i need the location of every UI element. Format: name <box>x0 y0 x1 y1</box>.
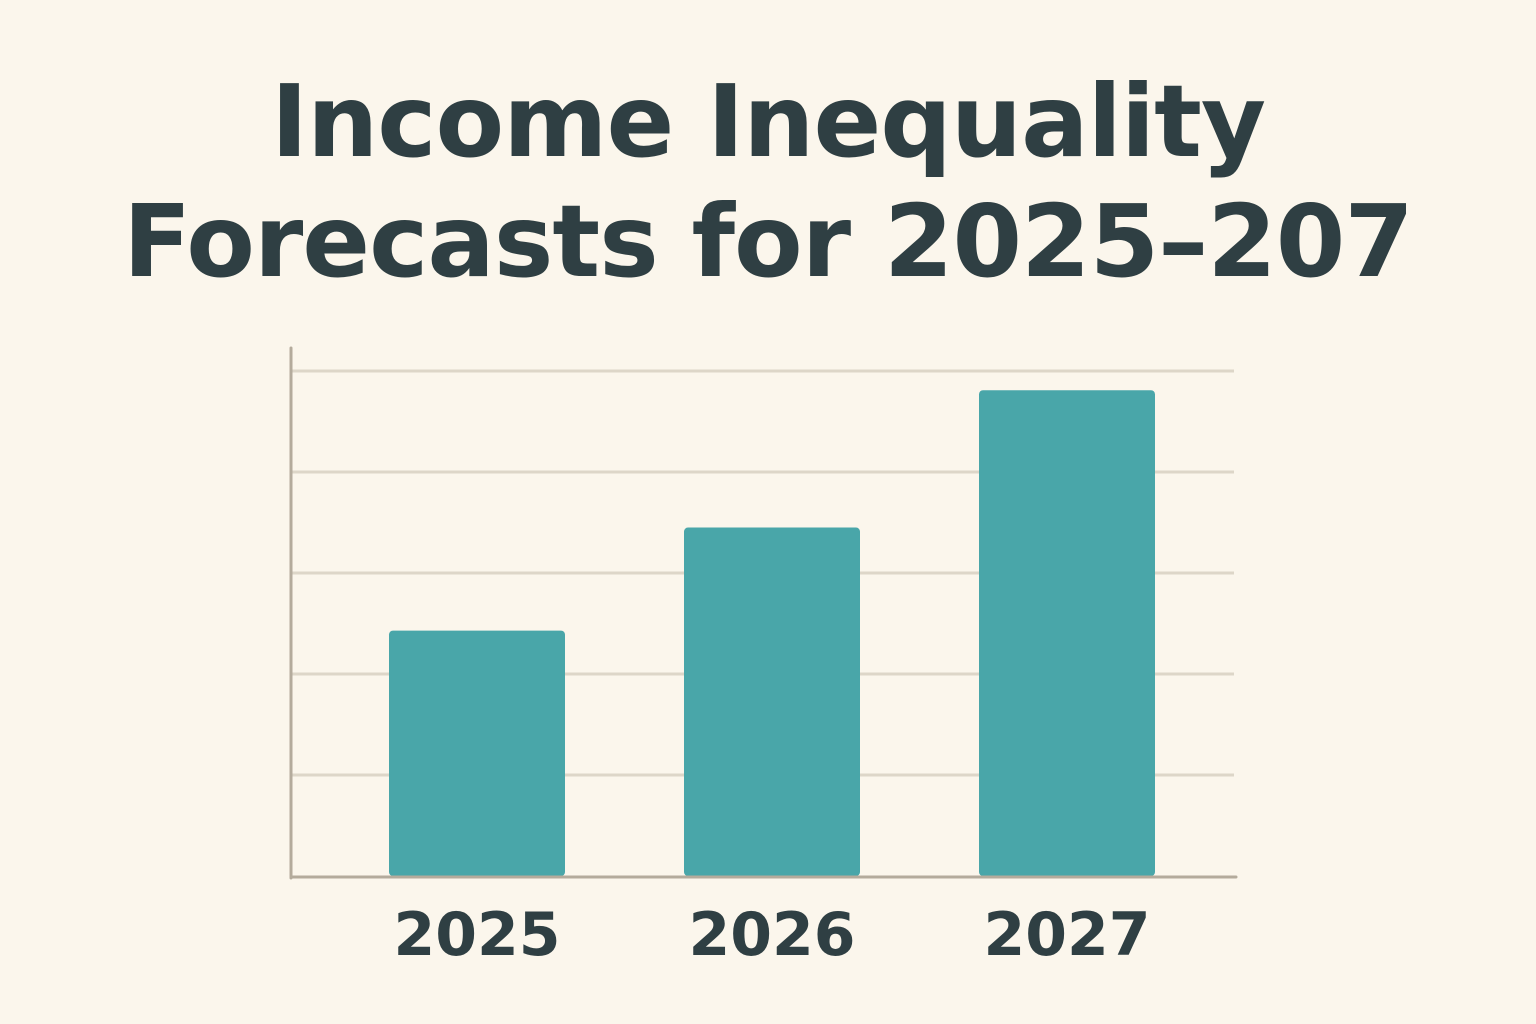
chart-title: Income Inequality Forecasts for 2025–207 <box>0 62 1536 302</box>
x-tick-label-2027: 2027 <box>984 900 1151 970</box>
bar-2025 <box>389 630 565 876</box>
bar-2026 <box>684 527 860 876</box>
x-tick-labels: 2025 2026 2027 <box>394 900 1151 970</box>
bars <box>389 390 1155 876</box>
axes <box>289 346 1238 880</box>
bar-2027 <box>979 390 1155 876</box>
x-tick-label-2025: 2025 <box>394 900 561 970</box>
x-tick-label-2026: 2026 <box>689 900 856 970</box>
chart-title-line-1: Income Inequality <box>270 63 1266 180</box>
chart-title-line-2: Forecasts for 2025–207 <box>123 183 1414 300</box>
